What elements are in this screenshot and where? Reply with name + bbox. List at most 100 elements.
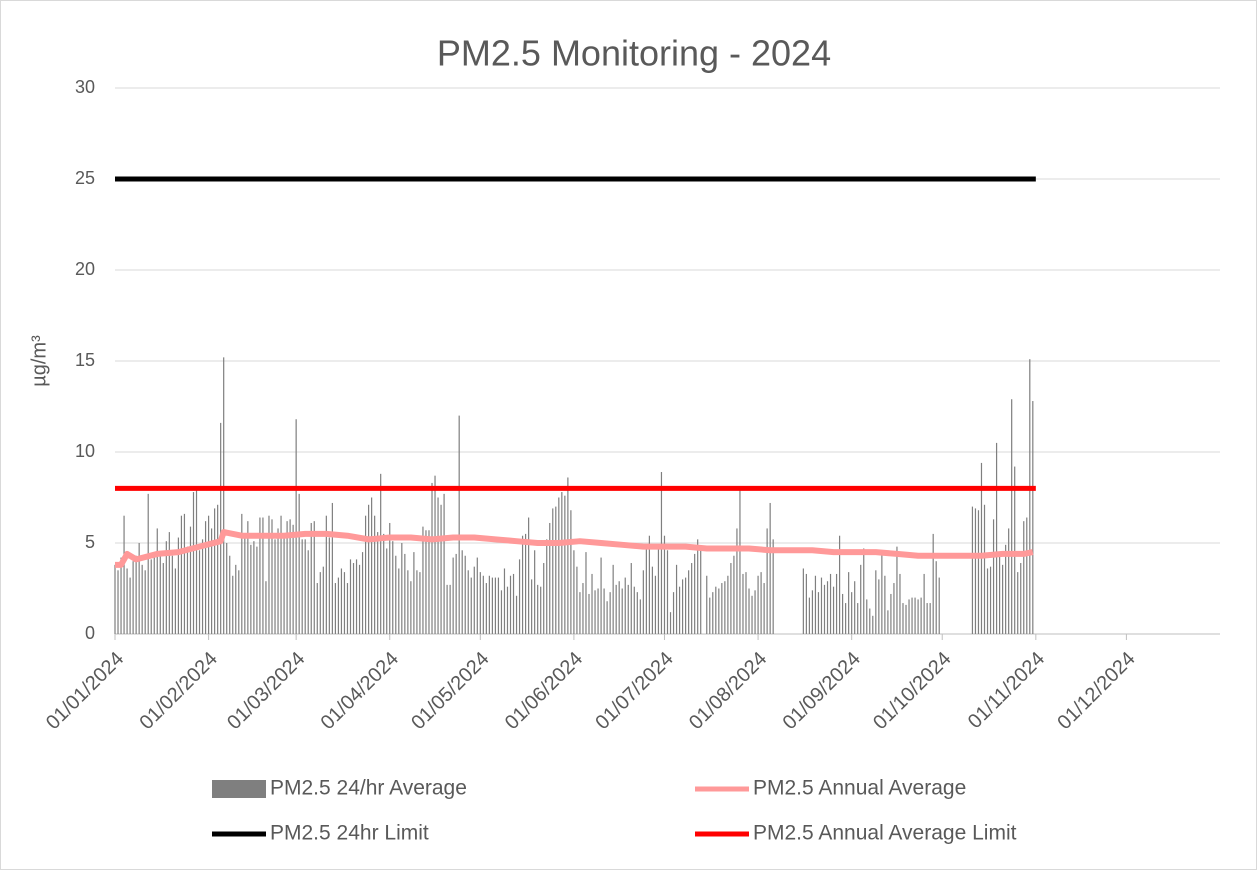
bar bbox=[464, 555, 466, 634]
bar bbox=[745, 572, 747, 634]
bar bbox=[407, 570, 409, 634]
bar bbox=[515, 595, 518, 634]
bar bbox=[177, 537, 180, 634]
bar bbox=[337, 577, 340, 634]
bar bbox=[902, 603, 904, 634]
bar bbox=[672, 592, 675, 634]
bar bbox=[286, 521, 288, 634]
bar bbox=[358, 564, 361, 634]
bar bbox=[313, 521, 315, 634]
bar bbox=[494, 577, 497, 634]
bar bbox=[331, 502, 333, 634]
bar bbox=[410, 581, 412, 634]
bar bbox=[449, 584, 451, 634]
bar bbox=[995, 442, 998, 634]
bar bbox=[603, 588, 605, 634]
bar bbox=[727, 575, 729, 634]
bar bbox=[540, 586, 542, 634]
bar bbox=[597, 588, 599, 634]
bar bbox=[204, 521, 207, 634]
bar bbox=[881, 550, 883, 634]
bar bbox=[908, 599, 910, 634]
legend-swatch bbox=[212, 780, 266, 798]
bar bbox=[678, 586, 681, 634]
bar bbox=[757, 575, 759, 634]
bar bbox=[838, 535, 841, 634]
bar bbox=[434, 475, 436, 634]
bar bbox=[229, 555, 231, 634]
bar bbox=[700, 546, 702, 634]
y-tick-label: 25 bbox=[75, 168, 95, 188]
bar bbox=[866, 599, 868, 634]
bar bbox=[241, 513, 243, 634]
bar bbox=[443, 493, 445, 634]
bar bbox=[217, 504, 219, 634]
bar bbox=[346, 583, 349, 634]
bar bbox=[648, 535, 650, 634]
bar bbox=[869, 608, 871, 634]
bar bbox=[340, 568, 343, 634]
bar bbox=[615, 584, 617, 634]
bar bbox=[292, 524, 294, 634]
bar bbox=[887, 610, 889, 634]
bar bbox=[440, 504, 442, 634]
bar bbox=[223, 357, 225, 634]
bar bbox=[573, 550, 575, 634]
bar bbox=[452, 557, 454, 634]
bar bbox=[361, 552, 364, 634]
bar bbox=[413, 552, 415, 634]
bar bbox=[618, 581, 620, 634]
bar bbox=[688, 570, 690, 634]
bar bbox=[555, 506, 557, 634]
bar bbox=[226, 543, 228, 634]
bar bbox=[395, 555, 397, 634]
bar bbox=[446, 584, 448, 634]
bar bbox=[322, 566, 324, 634]
bar bbox=[114, 564, 116, 634]
bar bbox=[377, 532, 379, 634]
bar bbox=[760, 572, 762, 634]
bar bbox=[509, 575, 512, 634]
bar bbox=[521, 535, 524, 634]
bar bbox=[558, 497, 560, 634]
legend-label: PM2.5 24hr Limit bbox=[270, 822, 429, 845]
bar bbox=[506, 586, 509, 634]
bar bbox=[352, 563, 355, 634]
bar bbox=[349, 559, 352, 634]
bar bbox=[404, 553, 406, 634]
bar bbox=[253, 541, 255, 634]
bar bbox=[268, 515, 270, 634]
bar bbox=[398, 568, 400, 634]
bar bbox=[503, 568, 506, 634]
bar bbox=[207, 515, 210, 634]
bar bbox=[549, 522, 551, 634]
bar bbox=[751, 595, 753, 634]
bar bbox=[857, 603, 859, 634]
bar bbox=[579, 592, 581, 634]
bar bbox=[543, 563, 545, 634]
bar bbox=[808, 597, 810, 634]
bar bbox=[497, 577, 500, 634]
bar bbox=[730, 563, 732, 634]
bar bbox=[1020, 563, 1022, 634]
bar bbox=[528, 517, 530, 634]
bar bbox=[772, 539, 774, 634]
bar bbox=[428, 530, 430, 634]
bar bbox=[681, 579, 684, 634]
bar bbox=[582, 583, 584, 634]
bar bbox=[938, 577, 940, 634]
bar bbox=[304, 539, 306, 634]
bar bbox=[401, 543, 403, 634]
bar bbox=[851, 592, 853, 634]
bar bbox=[271, 519, 273, 634]
bar bbox=[769, 502, 771, 634]
bar bbox=[636, 592, 638, 634]
bar bbox=[724, 581, 726, 634]
bar bbox=[564, 495, 566, 634]
bar bbox=[854, 581, 856, 634]
bar bbox=[642, 570, 644, 634]
bar bbox=[455, 553, 457, 634]
bar bbox=[600, 557, 602, 634]
bar bbox=[479, 572, 481, 634]
bar bbox=[1029, 359, 1031, 634]
